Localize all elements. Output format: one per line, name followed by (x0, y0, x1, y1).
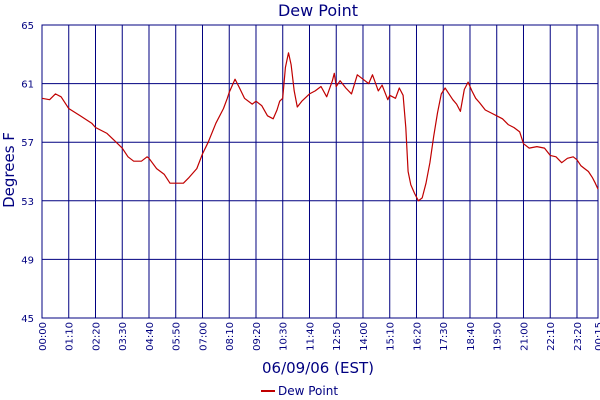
grid-layer (41, 24, 599, 319)
y-tick-label: 53 (21, 197, 34, 208)
x-tick-label: 23:20 (573, 322, 584, 351)
legend: Dew Point (261, 384, 338, 398)
x-tick-label: 02:20 (91, 322, 102, 351)
x-tick-label: 00:15 (594, 322, 600, 351)
x-axis-label: 06/09/06 (EST) (262, 359, 374, 377)
x-tick-label: 15:10 (386, 322, 397, 351)
x-tick-label: 11:40 (305, 322, 316, 351)
x-tick-label: 14:00 (359, 322, 370, 351)
y-tick-label: 61 (21, 80, 34, 91)
x-tick-labels: 00:00 01:10 02:20 03:30 04:40 05:50 07:00 08:10… (38, 322, 600, 351)
y-axis-label: Degrees F (0, 132, 18, 208)
x-tick-label: 22:10 (546, 322, 557, 351)
y-tick-label: 65 (21, 21, 34, 32)
x-tick-label: 17:30 (439, 322, 450, 351)
series-layer (41, 52, 599, 202)
y-tick-labels: 45 49 53 57 61 65 (21, 21, 34, 325)
chart-title: Dew Point (278, 1, 358, 20)
x-tick-label: 07:00 (198, 322, 209, 351)
x-tick-label: 08:10 (225, 322, 236, 351)
x-tick-label: 09:20 (252, 322, 263, 351)
x-tick-label: 04:40 (145, 322, 156, 351)
series-line-dew-point (41, 52, 599, 202)
x-tick-label: 03:30 (118, 322, 129, 351)
x-tick-label: 10:30 (279, 322, 290, 351)
y-tick-label: 57 (21, 138, 34, 149)
x-tick-label: 21:00 (519, 322, 530, 351)
y-tick-label: 45 (21, 314, 34, 325)
x-tick-label: 12:50 (332, 322, 343, 351)
x-tick-label: 18:40 (466, 322, 477, 351)
x-tick-label: 00:00 (38, 322, 49, 351)
plot-frame (41, 24, 599, 319)
y-tick-label: 49 (21, 255, 34, 266)
x-tick-label: 19:50 (493, 322, 504, 351)
x-tick-label: 16:20 (412, 322, 423, 351)
legend-label-dew-point: Dew Point (278, 384, 338, 398)
x-tick-label: 05:50 (172, 322, 183, 351)
x-tick-label: 01:10 (65, 322, 76, 351)
